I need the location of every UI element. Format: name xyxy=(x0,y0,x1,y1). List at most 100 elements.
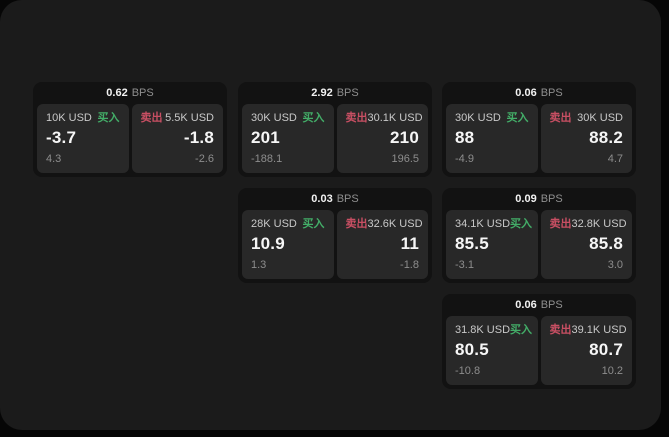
buy-tile-header: 28K USD 买入 xyxy=(251,218,325,231)
sell-amount: 5.5K USD xyxy=(165,112,214,124)
card-body: 30K USD 买入 201 -188.1 卖出 30.1K USD 210 1… xyxy=(242,104,428,173)
bps-unit-label: BPS xyxy=(336,87,359,99)
bps-value: 0.06 xyxy=(515,299,537,311)
buy-side-label: 买入 xyxy=(97,112,120,124)
buy-sub-value: -10.8 xyxy=(455,365,481,377)
buy-tile[interactable]: 34.1K USD 买入 85.5 -3.1 xyxy=(446,210,538,279)
sell-sub-value: 10.2 xyxy=(601,365,623,377)
bps-header: 0.09 BPS xyxy=(446,188,632,210)
sell-tile[interactable]: 卖出 32.8K USD 85.8 3.0 xyxy=(540,210,632,279)
buy-tile-header: 30K USD 买入 xyxy=(251,112,325,125)
buy-sub-value: 4.3 xyxy=(46,153,62,165)
buy-tile[interactable]: 30K USD 买入 201 -188.1 xyxy=(242,104,334,173)
sell-side-label: 卖出 xyxy=(549,324,572,336)
buy-tile[interactable]: 31.8K USD 买入 80.5 -10.8 xyxy=(446,316,538,385)
sell-amount: 32.6K USD xyxy=(367,218,423,230)
bps-header: 0.03 BPS xyxy=(242,188,428,210)
sell-price: 210 xyxy=(390,128,419,147)
sell-sub-value: -1.8 xyxy=(400,259,419,271)
quote-card-4: 0.03 BPS 28K USD 买入 10.9 1.3 卖出 32.6K US… xyxy=(238,188,432,283)
quote-card-5: 0.09 BPS 34.1K USD 买入 85.5 -3.1 卖出 32.8K… xyxy=(442,188,636,283)
sell-price: 80.7 xyxy=(589,340,623,359)
quote-card-1: 0.62 BPS 10K USD 买入 -3.7 4.3 卖出 5.5K USD… xyxy=(33,82,227,177)
quote-card-6: 0.06 BPS 31.8K USD 买入 80.5 -10.8 卖出 39.1… xyxy=(442,294,636,389)
bps-unit-label: BPS xyxy=(540,299,563,311)
sell-amount: 39.1K USD xyxy=(571,324,627,336)
buy-side-label: 买入 xyxy=(510,324,533,336)
bps-value: 2.92 xyxy=(311,87,333,99)
buy-amount: 30K USD xyxy=(455,112,501,124)
main-panel: 0.62 BPS 10K USD 买入 -3.7 4.3 卖出 5.5K USD… xyxy=(0,0,661,430)
quote-card-3: 0.06 BPS 30K USD 买入 88 -4.9 卖出 30K USD 8… xyxy=(442,82,636,177)
sell-side-label: 卖出 xyxy=(140,112,163,124)
sell-tile-header: 卖出 39.1K USD xyxy=(549,324,627,337)
buy-side-label: 买入 xyxy=(506,112,529,124)
buy-sub-value: -188.1 xyxy=(251,153,283,165)
card-body: 34.1K USD 买入 85.5 -3.1 卖出 32.8K USD 85.8… xyxy=(446,210,632,279)
sell-price: 11 xyxy=(400,234,419,253)
card-body: 10K USD 买入 -3.7 4.3 卖出 5.5K USD -1.8 -2.… xyxy=(37,104,223,173)
sell-tile[interactable]: 卖出 30.1K USD 210 196.5 xyxy=(336,104,428,173)
bps-header: 0.06 BPS xyxy=(446,294,632,316)
bps-value: 0.06 xyxy=(515,87,537,99)
sell-side-label: 卖出 xyxy=(345,112,368,124)
buy-price: 85.5 xyxy=(455,234,489,253)
bps-unit-label: BPS xyxy=(131,87,154,99)
sell-tile-header: 卖出 5.5K USD xyxy=(141,112,215,125)
sell-tile[interactable]: 卖出 39.1K USD 80.7 10.2 xyxy=(540,316,632,385)
bps-header: 0.62 BPS xyxy=(37,82,223,104)
card-body: 31.8K USD 买入 80.5 -10.8 卖出 39.1K USD 80.… xyxy=(446,316,632,385)
bps-unit-label: BPS xyxy=(540,193,563,205)
sell-sub-value: 196.5 xyxy=(391,153,419,165)
buy-price: -3.7 xyxy=(46,128,77,147)
buy-price: 10.9 xyxy=(251,234,285,253)
buy-tile-header: 31.8K USD 买入 xyxy=(455,324,533,337)
sell-side-label: 卖出 xyxy=(549,112,572,124)
sell-side-label: 卖出 xyxy=(345,218,368,230)
buy-tile-header: 30K USD 买入 xyxy=(455,112,529,125)
bps-header: 0.06 BPS xyxy=(446,82,632,104)
bps-unit-label: BPS xyxy=(336,193,359,205)
buy-amount: 28K USD xyxy=(251,218,297,230)
sell-side-label: 卖出 xyxy=(549,218,572,230)
buy-price: 80.5 xyxy=(455,340,489,359)
sell-tile-header: 卖出 32.6K USD xyxy=(345,218,423,231)
buy-side-label: 买入 xyxy=(302,218,325,230)
sell-amount: 32.8K USD xyxy=(571,218,627,230)
sell-tile[interactable]: 卖出 32.6K USD 11 -1.8 xyxy=(336,210,428,279)
bps-unit-label: BPS xyxy=(540,87,563,99)
quote-card-2: 2.92 BPS 30K USD 买入 201 -188.1 卖出 30.1K … xyxy=(238,82,432,177)
card-body: 28K USD 买入 10.9 1.3 卖出 32.6K USD 11 -1.8 xyxy=(242,210,428,279)
sell-price: 88.2 xyxy=(589,128,623,147)
bps-value: 0.62 xyxy=(106,87,128,99)
buy-tile-header: 10K USD 买入 xyxy=(46,112,120,125)
sell-sub-value: 4.7 xyxy=(607,153,623,165)
buy-tile-header: 34.1K USD 买入 xyxy=(455,218,532,231)
sell-tile-header: 卖出 30K USD xyxy=(550,112,624,125)
sell-tile-header: 卖出 32.8K USD xyxy=(549,218,627,231)
sell-price: -1.8 xyxy=(183,128,214,147)
sell-price: 85.8 xyxy=(589,234,623,253)
buy-tile[interactable]: 30K USD 买入 88 -4.9 xyxy=(446,104,538,173)
buy-tile[interactable]: 28K USD 买入 10.9 1.3 xyxy=(242,210,334,279)
buy-sub-value: 1.3 xyxy=(251,259,267,271)
buy-price: 201 xyxy=(251,128,280,147)
buy-amount: 10K USD xyxy=(46,112,92,124)
bps-header: 2.92 BPS xyxy=(242,82,428,104)
buy-amount: 34.1K USD xyxy=(455,218,511,230)
sell-sub-value: -2.6 xyxy=(195,153,214,165)
card-body: 30K USD 买入 88 -4.9 卖出 30K USD 88.2 4.7 xyxy=(446,104,632,173)
buy-sub-value: -3.1 xyxy=(455,259,474,271)
sell-tile[interactable]: 卖出 30K USD 88.2 4.7 xyxy=(540,104,632,173)
bps-value: 0.03 xyxy=(311,193,333,205)
sell-sub-value: 3.0 xyxy=(607,259,623,271)
sell-tile[interactable]: 卖出 5.5K USD -1.8 -2.6 xyxy=(131,104,223,173)
buy-sub-value: -4.9 xyxy=(455,153,474,165)
bps-value: 0.09 xyxy=(515,193,537,205)
buy-tile[interactable]: 10K USD 买入 -3.7 4.3 xyxy=(37,104,129,173)
sell-amount: 30K USD xyxy=(577,112,623,124)
sell-tile-header: 卖出 30.1K USD xyxy=(345,112,423,125)
sell-amount: 30.1K USD xyxy=(367,112,423,124)
buy-amount: 30K USD xyxy=(251,112,297,124)
buy-price: 88 xyxy=(455,128,475,147)
